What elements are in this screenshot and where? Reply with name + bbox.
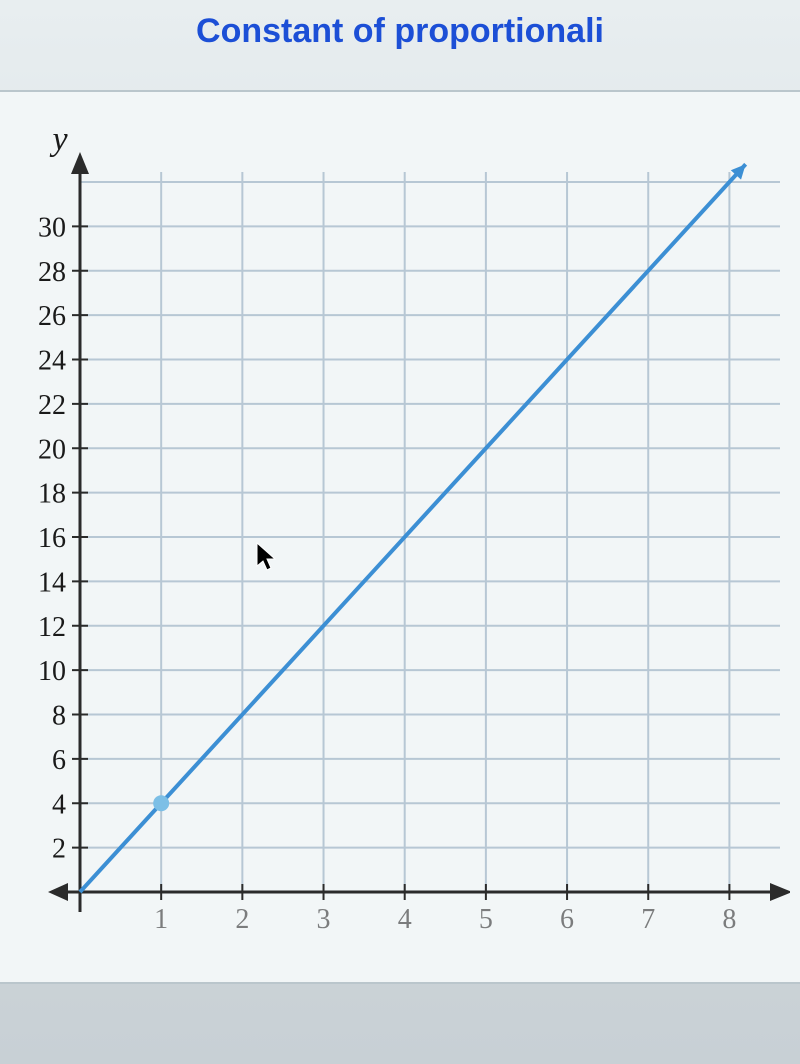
chart-area: 2468101214161820222426283012345678y [10, 122, 790, 952]
plot-line-group [80, 164, 746, 892]
svg-text:20: 20 [38, 434, 66, 465]
svg-text:12: 12 [38, 612, 66, 643]
grid-lines [80, 172, 790, 892]
svg-text:16: 16 [38, 523, 66, 554]
svg-text:5: 5 [479, 904, 493, 935]
axis-labels: 2468101214161820222426283012345678y [38, 122, 736, 935]
svg-text:18: 18 [38, 479, 66, 510]
svg-text:14: 14 [38, 567, 66, 598]
svg-text:22: 22 [38, 390, 66, 421]
svg-text:7: 7 [641, 904, 655, 935]
svg-text:28: 28 [38, 257, 66, 288]
svg-text:2: 2 [52, 834, 66, 865]
page-container: Constant of proportionali 24681012141618… [0, 0, 800, 1064]
svg-text:6: 6 [52, 745, 66, 776]
svg-text:8: 8 [52, 701, 66, 732]
chart-svg: 2468101214161820222426283012345678y [10, 122, 790, 952]
svg-text:24: 24 [38, 346, 66, 377]
svg-text:30: 30 [38, 212, 66, 243]
svg-text:1: 1 [154, 904, 168, 935]
svg-text:26: 26 [38, 301, 66, 332]
svg-text:3: 3 [317, 904, 331, 935]
svg-text:4: 4 [398, 904, 412, 935]
svg-text:6: 6 [560, 904, 574, 935]
svg-text:2: 2 [235, 904, 249, 935]
svg-text:4: 4 [52, 789, 66, 820]
svg-text:10: 10 [38, 656, 66, 687]
svg-text:8: 8 [722, 904, 736, 935]
svg-text:y: y [49, 122, 68, 158]
page-title: Constant of proportionali [0, 12, 800, 51]
chart-panel: 2468101214161820222426283012345678y [0, 90, 800, 984]
